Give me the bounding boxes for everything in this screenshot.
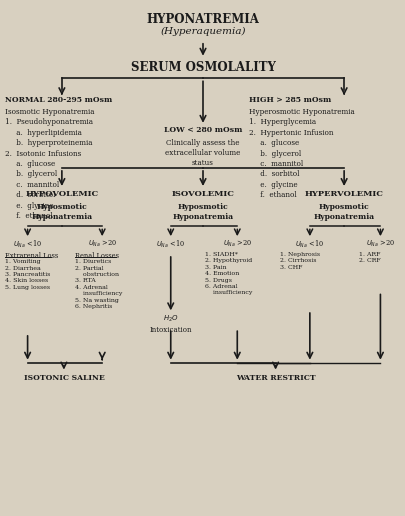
Text: HIGH > 285 mOsm: HIGH > 285 mOsm	[249, 96, 331, 104]
Text: Hyposmotic
Hyponatremia: Hyposmotic Hyponatremia	[31, 203, 92, 220]
Text: Clinically assess the
extracellular volume
status: Clinically assess the extracellular volu…	[165, 139, 240, 167]
Text: $U_{Na}$ >20: $U_{Na}$ >20	[222, 239, 251, 249]
Text: WATER RESTRICT: WATER RESTRICT	[235, 375, 315, 382]
Text: $U_{Na}$ <10: $U_{Na}$ <10	[13, 239, 42, 250]
Text: Renal Losses: Renal Losses	[75, 252, 119, 260]
Text: 1. SIADH*
2. Hypothyroid
3. Pain
4. Emotion
5. Drugs
6. Adrenal
    insufficienc: 1. SIADH* 2. Hypothyroid 3. Pain 4. Emot…	[205, 252, 252, 296]
Text: Hyposmotic
Hyponatremia: Hyposmotic Hyponatremia	[172, 203, 233, 220]
Text: HYPONATREMIA: HYPONATREMIA	[146, 13, 259, 26]
Text: $U_{Na}$ >20: $U_{Na}$ >20	[365, 239, 394, 249]
Text: HYPERVOLEMIC: HYPERVOLEMIC	[304, 190, 383, 198]
Text: Extrarenal Loss: Extrarenal Loss	[4, 252, 58, 260]
Text: 1. Vomiting
2. Diarrhea
3. Pancreatitis
4. Skin losses
5. Lung losses: 1. Vomiting 2. Diarrhea 3. Pancreatitis …	[4, 259, 50, 290]
Text: Hyperosmotic Hyponatremia
1.  Hyperglycemia
2.  Hypertonic Infusion
     a.  glu: Hyperosmotic Hyponatremia 1. Hyperglycem…	[249, 108, 354, 199]
Text: $U_{Na}$ >20: $U_{Na}$ >20	[87, 239, 116, 249]
Text: ISOVOLEMIC: ISOVOLEMIC	[171, 190, 234, 198]
Text: Isosmotic Hyponatremia
1.  Pseudohyponatremia
     a.  hyperlipidemia
     b.  h: Isosmotic Hyponatremia 1. Pseudohyponatr…	[5, 108, 95, 220]
Text: $H_2O$
Intoxication: $H_2O$ Intoxication	[149, 314, 192, 334]
Text: ISOTONIC SALINE: ISOTONIC SALINE	[23, 375, 104, 382]
Text: $U_{Na}$ <10: $U_{Na}$ <10	[156, 239, 185, 250]
Text: SERUM OSMOLALITY: SERUM OSMOLALITY	[130, 60, 275, 74]
Text: 1. Nephrosis
2. Cirrhosis
3. CHF: 1. Nephrosis 2. Cirrhosis 3. CHF	[280, 252, 320, 270]
Text: $U_{Na}$ <10: $U_{Na}$ <10	[295, 239, 324, 250]
Text: NORMAL 280-295 mOsm: NORMAL 280-295 mOsm	[5, 96, 113, 104]
Text: HYPOVOLEMIC: HYPOVOLEMIC	[25, 190, 98, 198]
Text: 1. Diuretics
2. Partial
    obstruction
3. RTA
4. Adrenal
    insufficiency
5. N: 1. Diuretics 2. Partial obstruction 3. R…	[75, 259, 122, 309]
Text: Hyposmotic
Hyponatremia: Hyposmotic Hyponatremia	[313, 203, 374, 220]
Text: 1. ARF
2. CRF: 1. ARF 2. CRF	[358, 252, 380, 264]
Text: (Hyperaquemia): (Hyperaquemia)	[160, 27, 245, 36]
Text: LOW < 280 mOsm: LOW < 280 mOsm	[163, 126, 242, 134]
